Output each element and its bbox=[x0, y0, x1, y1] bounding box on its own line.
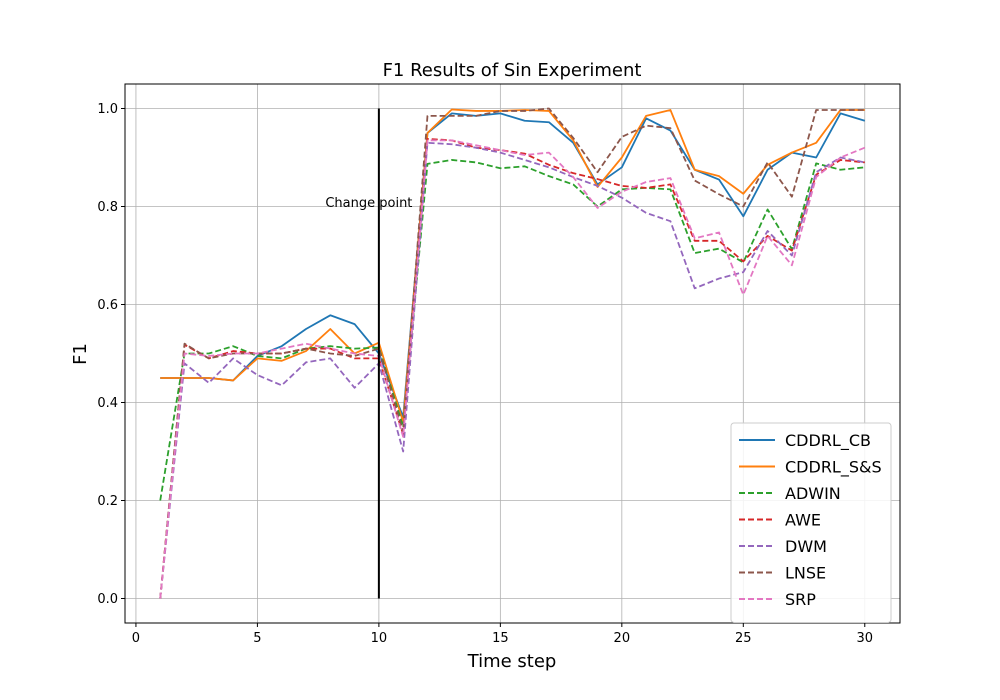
change-point-label: Change point bbox=[325, 196, 412, 211]
legend-label: ADWIN bbox=[785, 484, 841, 503]
series-line-srp bbox=[159, 139, 866, 599]
plot-frame bbox=[124, 83, 901, 624]
y-tick-label: 0.4 bbox=[97, 396, 118, 411]
y-tick-label: 0.2 bbox=[97, 494, 118, 509]
x-tick-label: 15 bbox=[492, 631, 509, 646]
x-tick-label: 5 bbox=[253, 631, 261, 646]
legend-label: DWM bbox=[785, 537, 827, 556]
series-line-lnse bbox=[159, 107, 865, 599]
chart-title: F1 Results of Sin Experiment bbox=[383, 60, 642, 81]
x-tick-label: 25 bbox=[735, 631, 752, 646]
y-tick-label: 0.0 bbox=[97, 592, 118, 607]
legend-label: AWE bbox=[785, 511, 821, 530]
y-tick-label: 0.6 bbox=[97, 298, 118, 313]
y-tick-label: 0.8 bbox=[97, 200, 118, 215]
y-axis-ticks: 0.0 0.2 0.4 0.6 0.8 1.0 bbox=[97, 102, 125, 607]
x-tick-label: 10 bbox=[371, 631, 388, 646]
x-axis-label: Time step bbox=[467, 651, 557, 672]
legend-label: SRP bbox=[785, 590, 816, 609]
y-axis-label: F1 bbox=[70, 343, 91, 365]
x-axis-ticks: 0 5 10 15 20 25 30 bbox=[132, 623, 873, 646]
legend: CDDRL_CB CDDRL_S&S ADWIN AWE DWM LNSE SRP bbox=[730, 422, 892, 623]
series-lines bbox=[159, 107, 866, 599]
x-tick-label: 30 bbox=[856, 631, 873, 646]
legend-label: LNSE bbox=[785, 564, 826, 583]
series-line-adwin bbox=[159, 159, 865, 501]
series-line-dwm bbox=[159, 141, 865, 599]
legend-label: CDDRL_S&S bbox=[785, 458, 882, 478]
series-line-cddrl-cb bbox=[160, 112, 866, 419]
legend-label: CDDRL_CB bbox=[785, 431, 871, 451]
x-tick-label: 0 bbox=[132, 631, 140, 646]
x-tick-label: 20 bbox=[614, 631, 631, 646]
y-tick-label: 1.0 bbox=[97, 102, 118, 117]
